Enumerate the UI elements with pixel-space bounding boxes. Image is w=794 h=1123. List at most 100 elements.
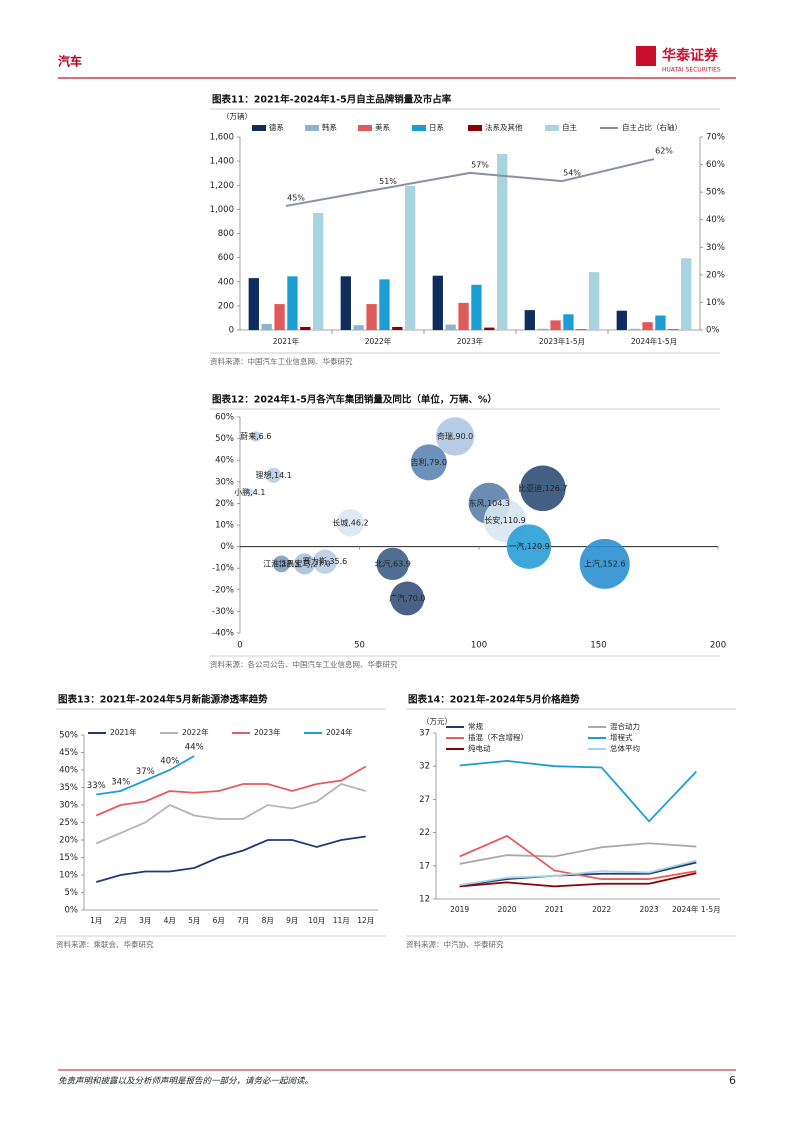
y-tick-label: 12 <box>419 895 430 905</box>
bar <box>642 322 653 330</box>
brand-name-en: HUATAI SECURITIES <box>662 67 721 74</box>
x-tick-label: 5月 <box>188 916 200 925</box>
page-number: 6 <box>729 1074 736 1087</box>
bubble <box>313 549 338 574</box>
y-tick-label: 30% <box>59 801 78 811</box>
y-tick-label: 400 <box>218 277 234 287</box>
brand-name: 华泰证券 <box>662 47 719 64</box>
x-tick-label: 9月 <box>286 916 298 925</box>
x-tick-label: 2023年1-5月 <box>539 336 585 346</box>
bubble-label: 赛力斯,35.6 <box>303 556 347 566</box>
bar <box>405 185 416 330</box>
x-tick-label: 2月 <box>115 916 127 925</box>
y-tick-label: 17 <box>419 861 430 871</box>
x-tick-label: 100 <box>471 641 487 651</box>
bar <box>287 276 298 330</box>
y-tick-label: 50% <box>59 731 78 741</box>
bar <box>458 302 469 330</box>
x-tick-label: 0 <box>237 641 242 651</box>
x-tick-label: 2023 <box>639 905 658 914</box>
x-tick-label: 12月 <box>357 916 374 925</box>
bar <box>681 258 692 330</box>
y-tick-label: 0% <box>221 542 235 552</box>
chart-title: 图表13：2021年-2024年5月新能源渗透率趋势 <box>58 694 268 706</box>
y-tick-label: 800 <box>218 229 234 239</box>
legend-swatch <box>252 125 266 131</box>
legend-swatch <box>545 125 559 131</box>
y-tick-label: 22 <box>419 828 430 838</box>
y2-tick-label: 70% <box>706 133 725 143</box>
bubble-label: 北汽,63.9 <box>375 558 411 568</box>
legend-label: 2021年 <box>110 727 137 737</box>
bubble <box>579 538 630 589</box>
x-tick-label: 11月 <box>333 916 350 925</box>
series-line <box>96 835 366 883</box>
x-tick-label: 8月 <box>262 916 274 925</box>
bar <box>668 329 679 330</box>
bubble-label: 吉利,79.0 <box>411 457 447 467</box>
y-tick-label: 35% <box>59 783 78 793</box>
value-label: 54% <box>563 169 581 178</box>
x-tick-label: 6月 <box>213 916 225 925</box>
bubble-label: 理想,14.1 <box>256 470 292 480</box>
bar <box>340 276 351 330</box>
y-tick-label: 20% <box>215 499 234 509</box>
x-tick-label: 2022年 <box>365 336 392 346</box>
bubble-label: 小鹏,4.1 <box>234 487 265 497</box>
value-label: 57% <box>471 160 489 169</box>
y-tick-label: 45% <box>59 748 78 758</box>
legend-label: 混合动力 <box>610 721 640 731</box>
bar <box>274 304 285 330</box>
y-tick-label: 1,600 <box>210 133 234 143</box>
chart-source: 资料来源：乘联会、华泰研究 <box>56 939 154 949</box>
series-line <box>96 755 195 796</box>
bubble-label: 奇瑞,90.0 <box>437 431 473 441</box>
y2-tick-label: 10% <box>706 298 725 308</box>
x-tick-label: 2023年 <box>457 336 484 346</box>
x-tick-label: 50 <box>354 641 365 651</box>
bubble-label: 上汽,152.6 <box>584 558 625 568</box>
bar <box>550 320 561 330</box>
logo-icon <box>636 46 656 66</box>
y-tick-label: 10% <box>59 871 78 881</box>
value-label: 45% <box>287 193 305 202</box>
legend-label: 韩系 <box>322 122 337 132</box>
value-label: 33% <box>87 781 106 791</box>
x-tick-label: 200 <box>710 641 726 651</box>
share-line <box>285 158 655 207</box>
y-tick-label: 32 <box>419 762 430 772</box>
bar <box>432 275 443 330</box>
x-tick-label: 2024年 1-5月 <box>672 904 721 914</box>
bubble <box>250 431 261 442</box>
x-tick-label: 1月 <box>90 916 102 925</box>
series-line <box>459 842 697 865</box>
chart-source: 资料来源：中国汽车工业信息网、华泰研究 <box>210 356 353 366</box>
bar <box>537 328 548 330</box>
bar <box>366 304 377 330</box>
x-tick-label: 4月 <box>164 916 176 925</box>
bubble <box>272 555 290 573</box>
chart-title: 图表14：2021年-2024年5月价格趋势 <box>408 694 580 706</box>
y-tick-label: -40% <box>212 629 234 639</box>
bubble <box>410 444 447 481</box>
legend-swatch <box>305 125 319 131</box>
bar <box>379 279 390 330</box>
bubble-label: 一汽,120.9 <box>508 541 549 551</box>
legend-label: 纯电动 <box>468 743 491 753</box>
legend-label: 插混（不含增程） <box>468 732 528 742</box>
value-label: 44% <box>185 743 204 753</box>
bubble <box>266 467 282 483</box>
value-label: 40% <box>160 757 179 767</box>
bubble <box>506 524 552 569</box>
legend-swatch <box>358 125 372 131</box>
legend-label: 常规 <box>468 721 483 731</box>
bar <box>392 326 403 330</box>
legend-label: 日系 <box>429 122 444 132</box>
y-tick-label: 50% <box>215 434 234 444</box>
bar <box>313 212 324 330</box>
legend-label: 自主 <box>562 122 577 132</box>
legend-label: 法系及其他 <box>485 122 523 132</box>
bar <box>629 328 640 330</box>
bar <box>353 325 364 330</box>
x-tick-label: 2022 <box>592 905 611 914</box>
